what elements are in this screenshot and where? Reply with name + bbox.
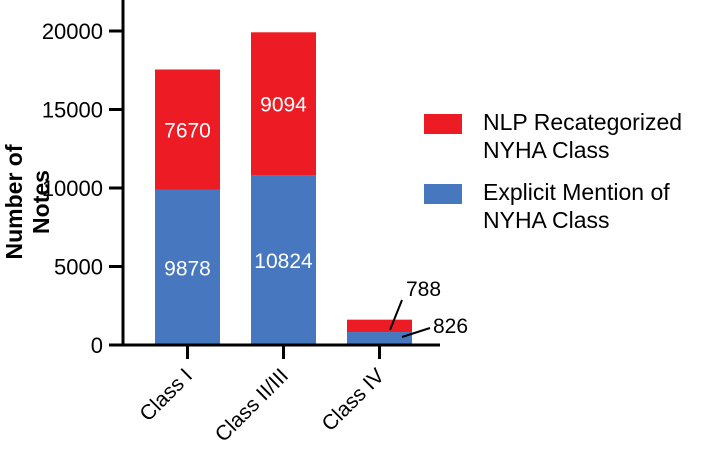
- y-axis-label: Number of Notes: [1, 144, 54, 260]
- bar-segment-nlp: [251, 32, 316, 176]
- x-tick-label: Class I: [135, 364, 197, 426]
- data-label: 10824: [254, 250, 313, 273]
- y-tick-label: 20000: [42, 19, 103, 44]
- legend-item-explicit: Explicit Mention of NYHA Class: [424, 178, 720, 234]
- callout-line: [389, 299, 403, 331]
- legend-item-nlp: NLP Recategorized NYHA Class: [424, 108, 720, 164]
- bar-segment-nlp: [347, 319, 412, 333]
- legend-label-nlp-line2: NYHA Class: [483, 137, 610, 163]
- x-tick-label: Class IV: [317, 364, 389, 436]
- y-tick-label: 10000: [42, 176, 103, 201]
- legend-label-explicit-line1: Explicit Mention of: [483, 179, 670, 205]
- legend-swatch-nlp: [424, 114, 462, 134]
- bar-segment-nlp: [155, 69, 220, 190]
- bar-segment-explicit: [347, 332, 412, 345]
- x-tick-label: Class II/III: [211, 364, 293, 446]
- y-tick-label: 0: [91, 333, 103, 358]
- legend-label-explicit-line2: NYHA Class: [483, 207, 610, 233]
- data-label: 9878: [164, 257, 211, 280]
- bar-segment-explicit: [155, 189, 220, 345]
- data-label-nlp-class-iv: 788: [406, 278, 441, 301]
- legend-label-nlp-line1: NLP Recategorized: [483, 109, 683, 135]
- data-label: 9094: [260, 94, 307, 117]
- y-tick-label: 15000: [42, 98, 103, 123]
- callout-line: [401, 327, 431, 338]
- legend: NLP Recategorized NYHA Class Explicit Me…: [424, 108, 720, 248]
- data-label-explicit-class-iv: 826: [433, 315, 468, 338]
- data-label: 7670: [164, 120, 211, 143]
- bar-segment-explicit: [251, 175, 316, 345]
- legend-swatch-explicit: [424, 184, 462, 204]
- y-tick-label: 5000: [54, 255, 103, 280]
